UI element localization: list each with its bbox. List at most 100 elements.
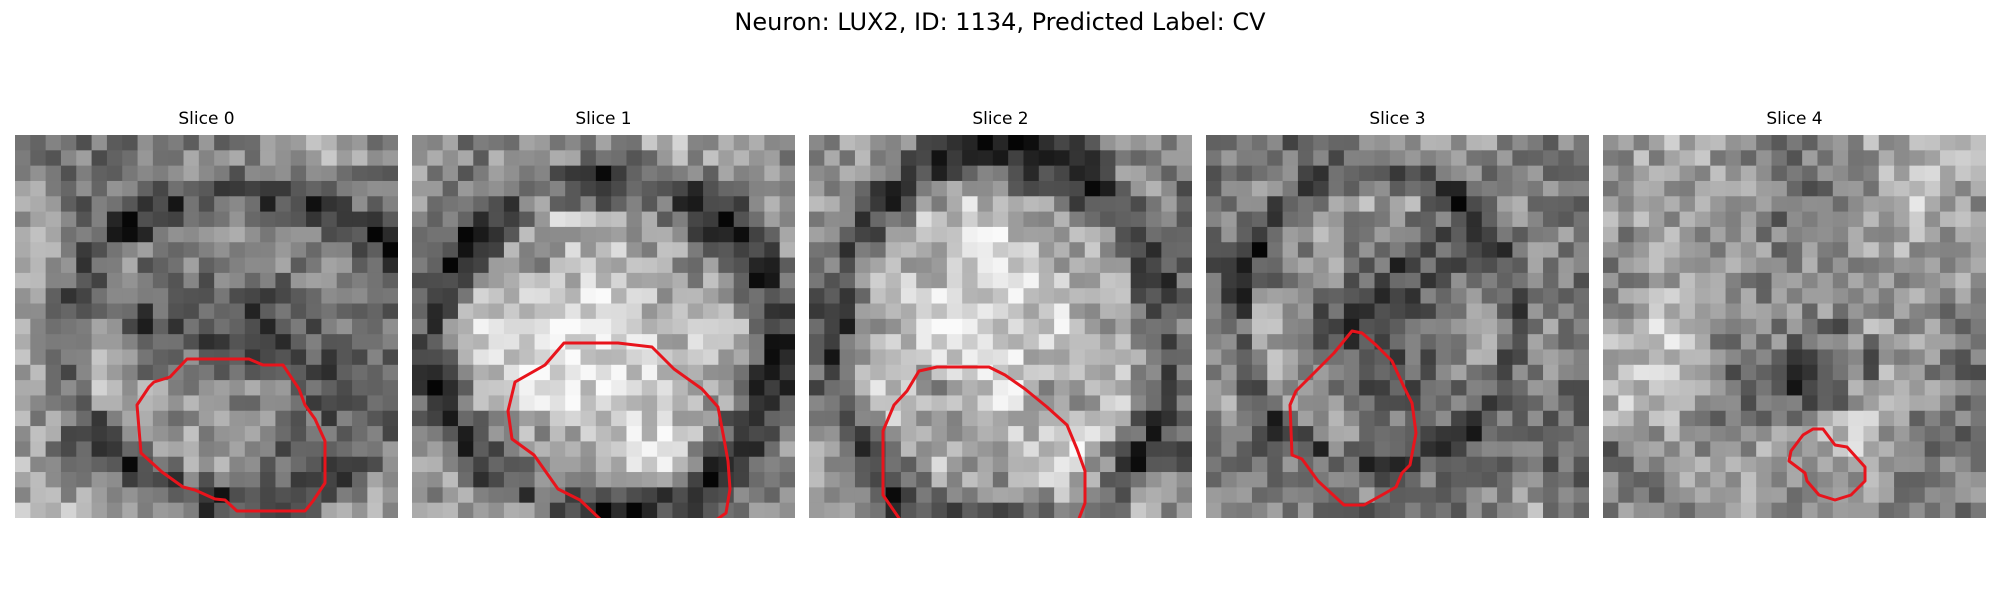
pixel bbox=[352, 196, 368, 213]
pixel bbox=[1603, 380, 1619, 397]
pixel bbox=[534, 288, 551, 305]
pixel bbox=[137, 242, 154, 259]
pixel bbox=[1894, 303, 1910, 320]
pixel bbox=[1267, 472, 1284, 488]
pixel bbox=[1405, 364, 1422, 381]
pixel bbox=[1497, 487, 1513, 504]
pixel bbox=[457, 426, 474, 442]
pixel bbox=[900, 257, 917, 274]
pixel bbox=[839, 303, 856, 320]
pixel bbox=[1206, 334, 1222, 351]
pixel bbox=[1512, 349, 1529, 366]
pixel bbox=[1069, 303, 1086, 320]
pixel bbox=[1451, 334, 1468, 351]
pixel bbox=[779, 472, 795, 488]
pixel bbox=[657, 196, 674, 213]
pixel bbox=[764, 487, 781, 504]
pixel bbox=[1267, 226, 1284, 243]
pixel bbox=[549, 441, 566, 458]
pixel bbox=[1374, 211, 1391, 228]
pixel bbox=[1389, 502, 1406, 518]
pixel bbox=[76, 196, 93, 213]
pixel bbox=[1909, 196, 1926, 213]
pixel bbox=[1206, 456, 1222, 473]
pixel bbox=[1115, 150, 1132, 167]
pixel bbox=[1924, 288, 1941, 305]
pixel bbox=[1146, 472, 1162, 488]
pixel bbox=[626, 380, 643, 397]
pixel bbox=[1603, 211, 1619, 228]
pixel bbox=[977, 242, 994, 259]
pixel bbox=[1054, 150, 1071, 167]
pixel bbox=[1924, 456, 1941, 473]
pixel bbox=[1466, 502, 1483, 518]
pixel bbox=[900, 502, 917, 518]
pixel bbox=[916, 288, 933, 305]
pixel bbox=[1664, 395, 1681, 412]
pixel bbox=[870, 242, 887, 259]
pixel bbox=[91, 165, 108, 182]
pixel bbox=[457, 395, 474, 412]
pixel bbox=[916, 135, 933, 151]
pixel bbox=[60, 380, 77, 397]
pixel bbox=[382, 380, 398, 397]
pixel bbox=[1603, 441, 1619, 458]
pixel bbox=[1161, 288, 1178, 305]
pixel bbox=[1466, 180, 1483, 197]
pixel bbox=[1176, 272, 1192, 289]
pixel bbox=[488, 226, 505, 243]
pixel bbox=[549, 257, 566, 274]
pixel bbox=[1909, 502, 1926, 518]
pixel bbox=[1161, 502, 1178, 518]
pixel bbox=[1481, 211, 1498, 228]
pixel bbox=[1664, 456, 1681, 473]
pixel bbox=[1069, 349, 1086, 366]
pixel bbox=[260, 135, 277, 151]
pixel bbox=[183, 364, 200, 381]
pixel bbox=[1771, 135, 1788, 151]
pixel bbox=[595, 196, 612, 213]
pixel bbox=[580, 318, 597, 335]
pixel bbox=[352, 380, 368, 397]
pixel bbox=[687, 242, 704, 259]
pixel bbox=[1069, 364, 1086, 381]
pixel bbox=[1130, 135, 1147, 151]
pixel bbox=[1420, 380, 1437, 397]
pixel bbox=[1069, 135, 1086, 151]
pixel bbox=[992, 410, 1009, 427]
pixel bbox=[1771, 334, 1788, 351]
pixel bbox=[1756, 242, 1773, 259]
pixel bbox=[1466, 135, 1483, 151]
pixel bbox=[1267, 456, 1284, 473]
pixel bbox=[503, 502, 520, 518]
pixel bbox=[1023, 150, 1040, 167]
pixel bbox=[91, 334, 108, 351]
pixel bbox=[1008, 135, 1025, 151]
pixel bbox=[824, 180, 841, 197]
pixel bbox=[1679, 135, 1696, 151]
pixel bbox=[45, 380, 62, 397]
pixel bbox=[91, 272, 108, 289]
pixel bbox=[336, 334, 353, 351]
pixel bbox=[703, 180, 719, 197]
pixel bbox=[442, 410, 459, 427]
pixel bbox=[1848, 272, 1865, 289]
pixel bbox=[1161, 364, 1178, 381]
pixel bbox=[1221, 242, 1238, 259]
pixel bbox=[457, 456, 474, 473]
pixel bbox=[1573, 364, 1589, 381]
pixel bbox=[15, 226, 31, 243]
pixel bbox=[1863, 380, 1880, 397]
pixel bbox=[1451, 410, 1468, 427]
pixel bbox=[1251, 211, 1268, 228]
pixel bbox=[1251, 456, 1268, 473]
pixel bbox=[1008, 272, 1025, 289]
pixel bbox=[1236, 180, 1253, 197]
pixel bbox=[946, 318, 963, 335]
pixel bbox=[1206, 288, 1222, 305]
pixel bbox=[1543, 257, 1559, 274]
pixel bbox=[1832, 334, 1849, 351]
pixel bbox=[1740, 272, 1757, 289]
pixel bbox=[733, 303, 750, 320]
pixel bbox=[733, 180, 750, 197]
